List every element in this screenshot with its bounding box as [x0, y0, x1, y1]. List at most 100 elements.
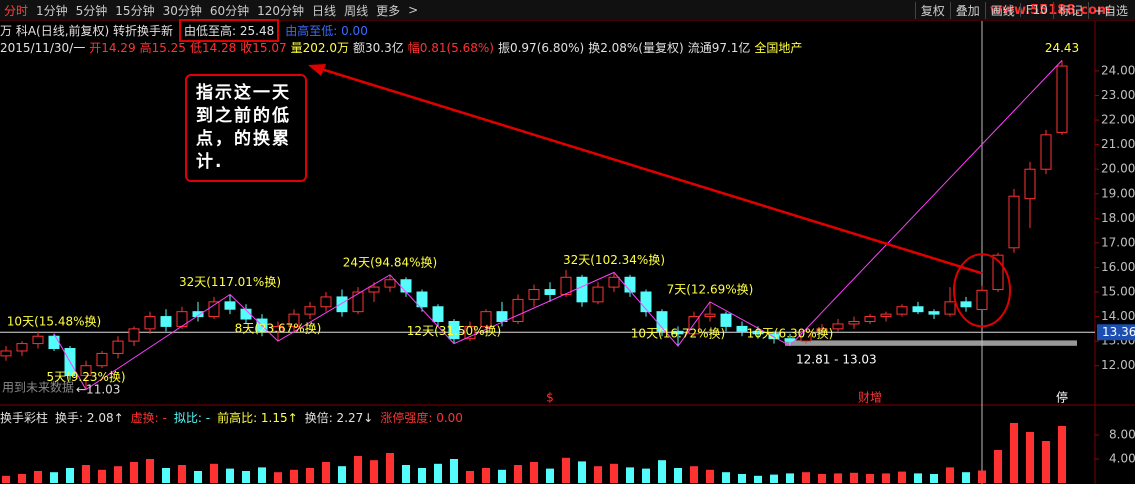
pivot-label: 24.43	[1045, 41, 1079, 55]
candle-body	[96, 352, 108, 367]
pivot-label: 12天(31.50%换)	[407, 324, 501, 338]
candle-body	[960, 301, 972, 308]
indicator-item: 虚换: -	[130, 410, 167, 425]
candle-body	[592, 286, 604, 303]
y-tick-label: 20.00	[1101, 162, 1135, 176]
pivot-label: 8天(23.67%换)	[235, 322, 322, 336]
toolbar-tab[interactable]: 日线	[312, 3, 337, 18]
turnover-bar	[498, 469, 506, 483]
candle-body	[720, 313, 732, 327]
candle-body	[432, 306, 444, 322]
candle-body	[880, 313, 892, 318]
candle-body	[0, 350, 12, 357]
turnover-bar	[466, 471, 474, 483]
turnover-bar	[162, 468, 170, 483]
candle-body	[848, 320, 860, 325]
turnover-bar	[530, 462, 538, 483]
turnover-bar	[1042, 441, 1050, 483]
toolbar-right: 复权 叠加 画线 F10 标记 +自选	[914, 0, 1133, 20]
turnover-bar	[2, 475, 10, 483]
toolbar-button[interactable]: 叠加	[949, 1, 985, 19]
candle-body	[608, 276, 620, 288]
turnover-bar	[114, 466, 122, 483]
toolbar-tab[interactable]: 周线	[344, 3, 369, 18]
candle-body	[160, 316, 172, 327]
quote-item: 低14.28	[189, 40, 237, 55]
event-marker: $	[546, 391, 554, 405]
price-label: 13.36	[1102, 325, 1135, 339]
toolbar-tab[interactable]: >	[408, 3, 419, 17]
toolbar-button[interactable]: 标记	[1052, 1, 1088, 19]
candle-body	[864, 316, 876, 322]
quote-item: 收15.07	[240, 40, 287, 55]
turnover-bar	[386, 453, 394, 483]
toolbar-tab[interactable]: 分时	[4, 3, 29, 18]
turnover-bar	[290, 469, 298, 483]
y-tick-label: 21.00	[1101, 137, 1135, 151]
toolbar-tab[interactable]: 15分钟	[115, 3, 155, 18]
quote-line: 2015/11/30/一 开14.29 高15.25 低14.28 收15.07 量202…	[0, 37, 806, 57]
price-label-box	[1097, 324, 1135, 341]
pivot-label: 5天(9.23%换)	[46, 370, 125, 384]
toolbar-button[interactable]: 复权	[914, 1, 950, 19]
toolbar-tab[interactable]: 1分钟	[36, 3, 68, 18]
candle-body	[1056, 65, 1068, 133]
turnover-bar	[786, 473, 794, 483]
pivot-label: 32天(102.34%换)	[563, 253, 665, 267]
pivot-label: 7天(12.69%换)	[667, 282, 754, 296]
candle-body	[32, 335, 44, 345]
turnover-bar	[834, 473, 842, 483]
turnover-bar	[66, 468, 74, 483]
quote-item: 高15.25	[139, 40, 186, 55]
turnover-bar	[34, 471, 42, 483]
candle-body	[48, 335, 60, 350]
toolbar-tab[interactable]: 30分钟	[162, 3, 202, 18]
support-label: 12.81 - 13.03	[796, 352, 877, 366]
quote-item: 2015/11/30/一	[0, 40, 86, 55]
candle-body	[368, 286, 380, 293]
y-tick-label: 14.00	[1101, 309, 1135, 323]
candle-body	[704, 313, 716, 318]
toolbar-tab[interactable]: 5分钟	[75, 3, 108, 18]
turnover-bar	[546, 468, 554, 483]
pivot-label: 10天(15.48%换)	[7, 314, 101, 328]
turnover-bar	[930, 474, 938, 483]
low-to-high: 由低至高: 25.48	[179, 18, 280, 42]
quote-item: 量202.0万	[290, 40, 350, 55]
toolbar-button[interactable]: 画线	[984, 1, 1020, 19]
candle-body	[192, 311, 204, 318]
candle-body	[560, 276, 572, 295]
candle-body	[80, 365, 92, 377]
support-band	[785, 340, 1077, 346]
event-marker: 停	[1056, 390, 1068, 405]
turnover-bar	[674, 468, 682, 483]
turnover-bar	[146, 459, 154, 483]
turnover-bar	[610, 463, 618, 483]
candle-body	[480, 311, 492, 327]
candle-body	[272, 325, 284, 332]
quote-item: 全国地产	[754, 40, 803, 55]
toolbar-tab[interactable]: 更多	[376, 3, 401, 18]
toolbar-tab[interactable]: 60分钟	[209, 3, 250, 18]
annotation-note: 指示这一天到之前的低点，的换累计.	[185, 74, 307, 182]
turnover-bar	[242, 471, 250, 483]
turnover-bar	[226, 468, 234, 483]
toolbar-button[interactable]: F10	[1019, 3, 1053, 17]
turnover-bar	[642, 468, 650, 483]
candle-body	[320, 296, 332, 308]
turnover-bar	[882, 473, 890, 483]
candle-body	[752, 330, 764, 335]
candle-body	[464, 325, 476, 340]
pivot-label: 32天(117.01%换)	[179, 275, 281, 289]
candle-body	[896, 306, 908, 315]
candle-body	[288, 313, 300, 327]
future-note: 用到未来数据	[2, 380, 74, 395]
turnover-bar	[402, 465, 410, 483]
turnover-bar	[210, 463, 218, 483]
indicator-item: 换手: 2.08↑	[55, 410, 124, 425]
toolbar-button[interactable]: +自选	[1087, 1, 1133, 19]
turnover-bar	[354, 456, 362, 483]
turnover-bar	[1058, 426, 1066, 483]
toolbar-tab[interactable]: 120分钟	[257, 3, 305, 18]
turnover-bar	[690, 466, 698, 483]
